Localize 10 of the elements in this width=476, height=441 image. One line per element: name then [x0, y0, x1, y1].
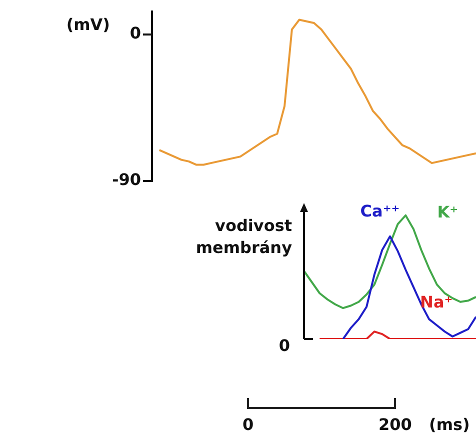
x-axis-title: (ms) — [429, 415, 470, 434]
text: 200 — [378, 415, 412, 434]
series-label: Na⁺ — [420, 292, 453, 312]
text: 0 — [278, 336, 290, 355]
y-axis-title: vodivost membrány — [194, 215, 292, 259]
series-label: K⁺ — [437, 202, 458, 222]
series-label: Ca⁺⁺ — [360, 202, 400, 221]
y-tick-label: -90 — [112, 170, 141, 190]
text: 0 — [242, 415, 254, 434]
y-axis-title: (mV) — [66, 14, 110, 36]
